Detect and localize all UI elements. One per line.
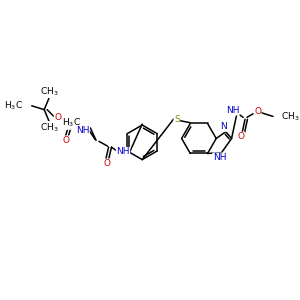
Text: H$_3$C: H$_3$C [4, 100, 23, 112]
Text: O: O [63, 136, 70, 145]
Text: O: O [254, 107, 261, 116]
Text: NH: NH [226, 106, 239, 115]
Text: O: O [103, 159, 110, 168]
Text: NH: NH [76, 126, 89, 135]
Text: CH$_3$: CH$_3$ [40, 85, 58, 98]
Text: CH$_3$: CH$_3$ [280, 110, 299, 123]
Text: NH: NH [116, 147, 130, 156]
Text: H$_3$C: H$_3$C [62, 117, 81, 129]
Text: NH: NH [213, 153, 226, 162]
Text: O: O [238, 132, 245, 141]
Text: S: S [174, 115, 180, 124]
Text: O: O [54, 113, 61, 122]
Text: CH$_3$: CH$_3$ [40, 122, 58, 134]
Text: N: N [220, 122, 227, 131]
